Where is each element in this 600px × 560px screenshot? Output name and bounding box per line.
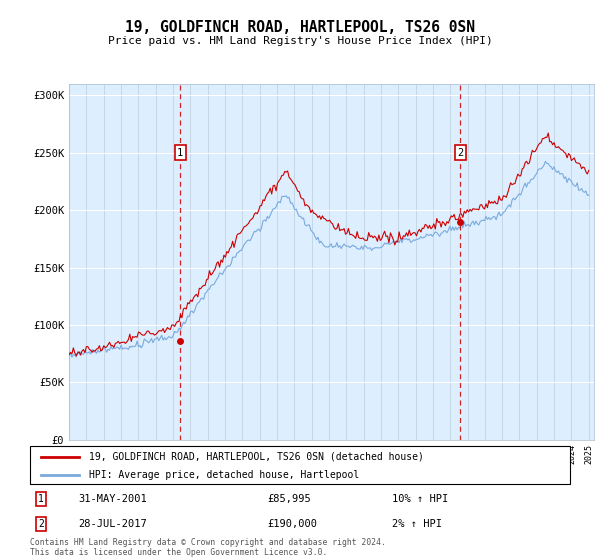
- Text: 2% ↑ HPI: 2% ↑ HPI: [392, 519, 442, 529]
- Text: Price paid vs. HM Land Registry's House Price Index (HPI): Price paid vs. HM Land Registry's House …: [107, 36, 493, 46]
- Text: £190,000: £190,000: [268, 519, 317, 529]
- Text: 2: 2: [38, 519, 44, 529]
- Text: 19, GOLDFINCH ROAD, HARTLEPOOL, TS26 0SN (detached house): 19, GOLDFINCH ROAD, HARTLEPOOL, TS26 0SN…: [89, 451, 424, 461]
- Text: 1: 1: [177, 148, 184, 158]
- Text: Contains HM Land Registry data © Crown copyright and database right 2024.
This d: Contains HM Land Registry data © Crown c…: [30, 538, 386, 557]
- Text: £85,995: £85,995: [268, 494, 311, 504]
- Text: 31-MAY-2001: 31-MAY-2001: [79, 494, 148, 504]
- Text: HPI: Average price, detached house, Hartlepool: HPI: Average price, detached house, Hart…: [89, 470, 359, 480]
- Text: 1: 1: [38, 494, 44, 504]
- Text: 28-JUL-2017: 28-JUL-2017: [79, 519, 148, 529]
- Text: 19, GOLDFINCH ROAD, HARTLEPOOL, TS26 0SN: 19, GOLDFINCH ROAD, HARTLEPOOL, TS26 0SN: [125, 20, 475, 35]
- Text: 2: 2: [457, 148, 463, 158]
- Text: 10% ↑ HPI: 10% ↑ HPI: [392, 494, 448, 504]
